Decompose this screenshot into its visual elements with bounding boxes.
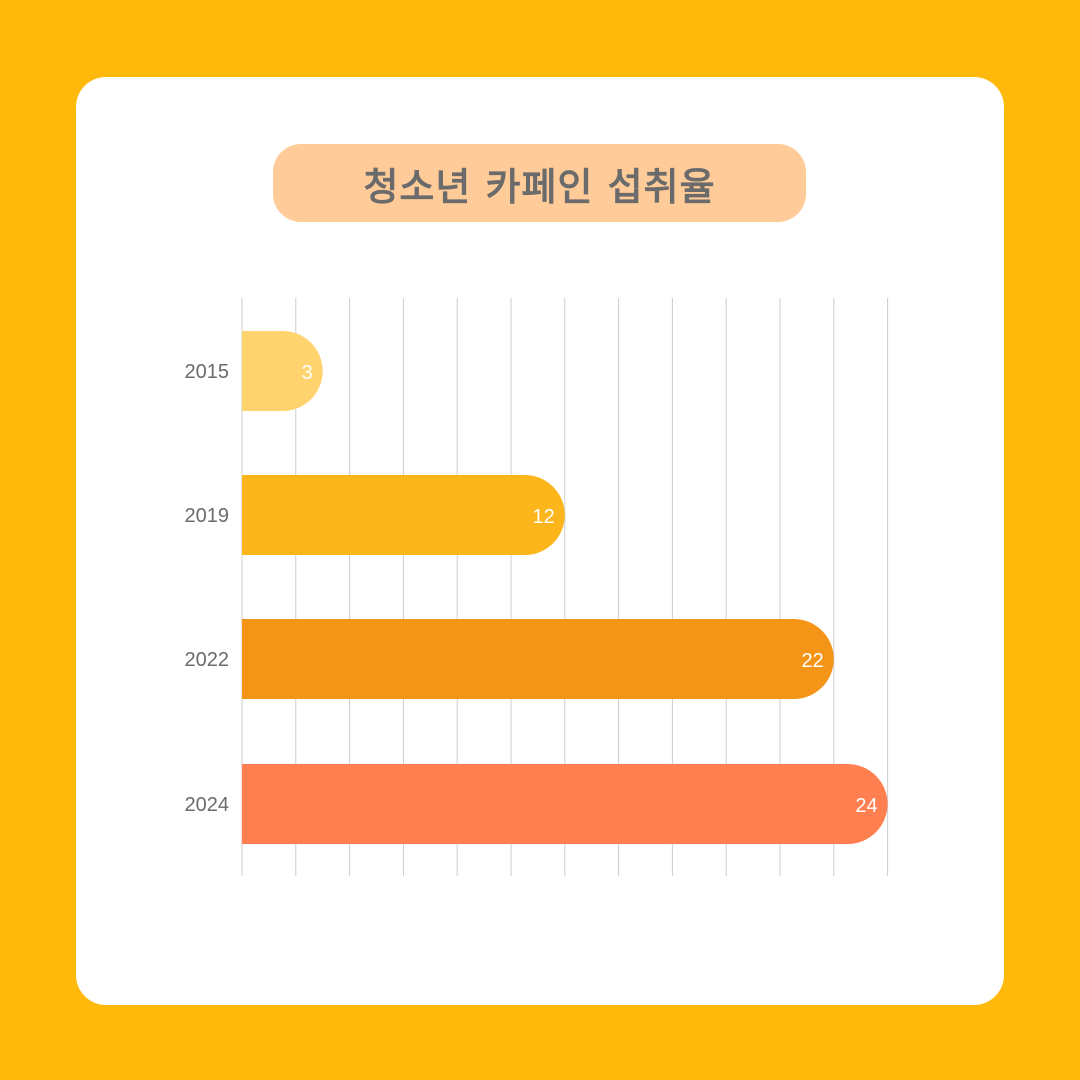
bar-2015 bbox=[242, 331, 323, 411]
bar-2022 bbox=[242, 619, 834, 699]
bar-2019 bbox=[242, 475, 565, 555]
y-tick-label: 2022 bbox=[185, 649, 230, 671]
bar-value-label: 22 bbox=[802, 650, 824, 672]
y-tick-label: 2015 bbox=[185, 361, 230, 383]
bar-2024 bbox=[242, 764, 888, 844]
bar-value-label: 24 bbox=[855, 795, 877, 817]
bar-value-label: 12 bbox=[533, 506, 555, 528]
chart-title: 청소년 카페인 섭취율 bbox=[363, 164, 716, 209]
y-tick-label: 2019 bbox=[185, 505, 230, 527]
y-tick-label: 2024 bbox=[185, 794, 230, 816]
title-pill: 청소년 카페인 섭취율 bbox=[273, 144, 806, 222]
bar-value-label: 3 bbox=[302, 362, 313, 384]
